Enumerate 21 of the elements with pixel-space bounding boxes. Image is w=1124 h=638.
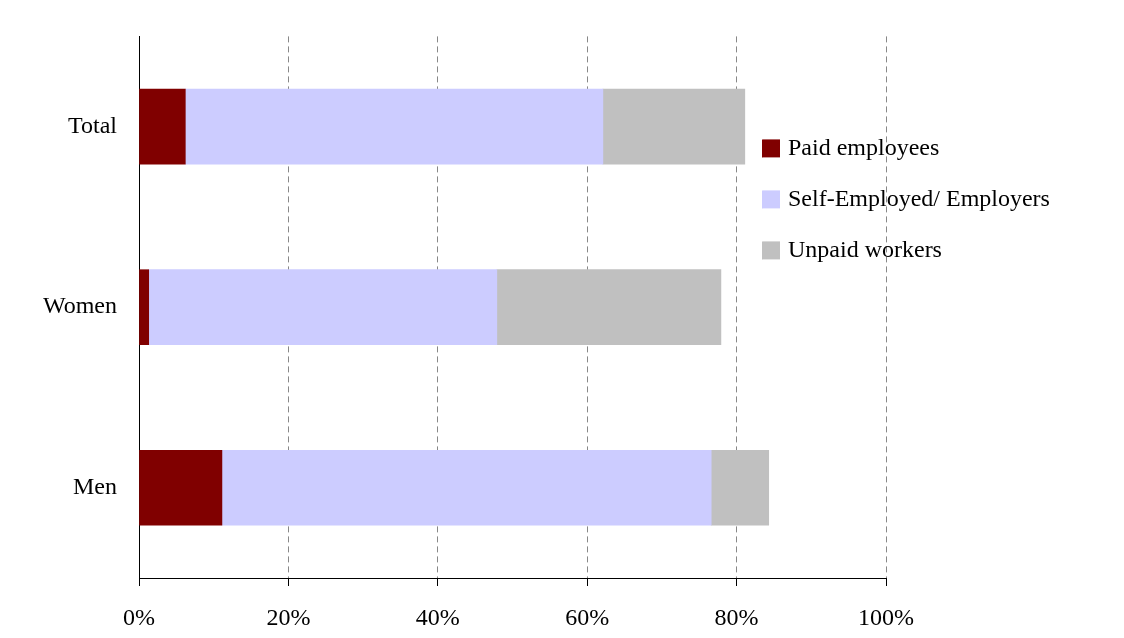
x-tick-label: 0% (123, 603, 155, 630)
bar (139, 88, 186, 165)
bar (602, 88, 746, 165)
x-tick-label: 100% (858, 603, 914, 630)
bar (710, 449, 770, 526)
bar (148, 269, 498, 346)
bar (139, 449, 223, 526)
x-tick-label: 20% (266, 603, 311, 630)
legend-label: Unpaid workers (788, 235, 942, 262)
bar (496, 269, 722, 346)
bar (139, 269, 150, 346)
y-tick-label: Women (42, 292, 117, 319)
bar (221, 449, 712, 526)
legend-label: Paid employees (788, 133, 940, 160)
x-tick-label: 40% (415, 603, 460, 630)
x-tick-label: 80% (714, 603, 759, 630)
bar (184, 88, 604, 165)
x-tick-label: 60% (565, 603, 610, 630)
y-tick-label: Total (68, 111, 118, 138)
legend-label: Self-Employed/ Employers (788, 184, 1050, 211)
y-tick-label: Men (73, 473, 117, 500)
